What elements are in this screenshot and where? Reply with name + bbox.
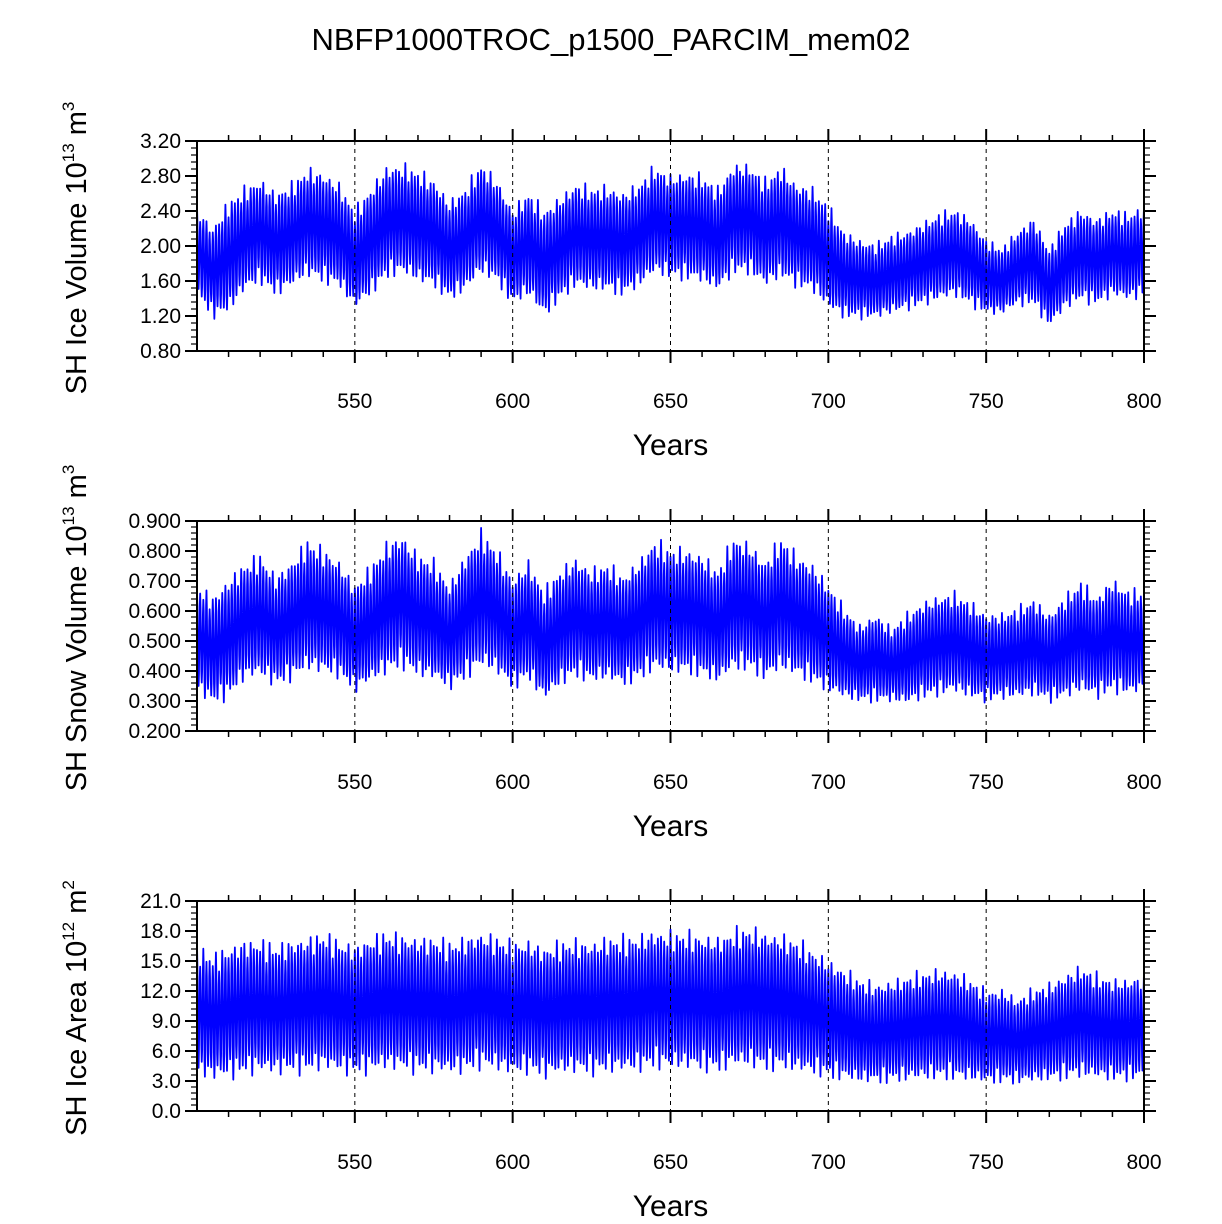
- y-tick-label: 0.900: [128, 510, 181, 533]
- y-label-exponent: 13: [59, 506, 78, 525]
- y-tick-label: 1.20: [140, 305, 181, 328]
- x-tick-label: 550: [337, 390, 372, 413]
- y-tick-label: 0.600: [128, 600, 181, 623]
- y-label-unit: m: [61, 111, 93, 143]
- y-tick-label: 3.0: [152, 1070, 181, 1093]
- x-tick-label: 750: [969, 1151, 1004, 1174]
- y-tick-label: 1.60: [140, 270, 181, 293]
- y-tick-label: 12.0: [140, 980, 181, 1003]
- x-tick-label: 800: [1126, 390, 1161, 413]
- y-label-unit-exponent: 2: [59, 880, 78, 889]
- y-label-exponent: 13: [59, 143, 78, 162]
- y-tick-label: 3.20: [140, 130, 181, 153]
- y-tick-label: 0.500: [128, 630, 181, 653]
- y-tick-label: 0.300: [128, 690, 181, 713]
- x-tick-label: 600: [495, 1151, 530, 1174]
- y-tick-label: 0.80: [140, 340, 181, 363]
- x-axis-label: Years: [633, 1190, 709, 1223]
- y-tick-label: 15.0: [140, 950, 181, 973]
- panels: 0.80 1.20 1.60 2.00 2.40 2.80 3.20 550 600 650 700…: [59, 102, 1162, 1223]
- y-label-base: SH Ice Area 10: [61, 941, 93, 1136]
- y-label-unit: m: [61, 474, 93, 506]
- y-tick-label: 9.0: [152, 1010, 181, 1033]
- y-label-base: SH Ice Volume 10: [61, 162, 93, 394]
- series-line: [196, 162, 1145, 323]
- figure-title: NBFP1000TROC_p1500_PARCIM_mem02: [311, 22, 910, 57]
- chart-panel-3: 0.0 3.0 6.0 9.0 12.0 15.0 18.0 21.0 550 600 650 700…: [59, 880, 1162, 1223]
- y-label-exponent: 12: [59, 922, 78, 941]
- x-tick-label: 600: [495, 390, 530, 413]
- x-tick-label: 800: [1126, 1151, 1161, 1174]
- x-tick-label: 750: [969, 771, 1004, 794]
- x-tick-label: 600: [495, 771, 530, 794]
- x-tick-label: 700: [811, 771, 846, 794]
- x-tick-label: 550: [337, 1151, 372, 1174]
- x-tick-label: 650: [653, 1151, 688, 1174]
- chart-panel-1: 0.80 1.20 1.60 2.00 2.40 2.80 3.20 550 600 650 700…: [59, 102, 1162, 462]
- chart-panel-2: 0.200 0.300 0.400 0.500 0.600 0.700 0.800 0.900…: [59, 465, 1162, 843]
- y-tick-label: 18.0: [140, 920, 181, 943]
- y-tick-label: 2.40: [140, 200, 181, 223]
- x-tick-label: 700: [811, 390, 846, 413]
- y-tick-label: 0.800: [128, 540, 181, 563]
- y-tick-label: 2.00: [140, 235, 181, 258]
- x-axis-label: Years: [633, 810, 709, 843]
- y-tick-label: 6.0: [152, 1040, 181, 1063]
- x-tick-label: 650: [653, 390, 688, 413]
- y-axis-label: SH Snow Volume 1013 m3: [59, 465, 93, 792]
- y-tick-label: 0.700: [128, 570, 181, 593]
- y-label-unit: m: [61, 890, 93, 922]
- y-label-unit-exponent: 3: [59, 102, 78, 111]
- x-axis-label: Years: [633, 429, 709, 462]
- y-axis-label: SH Ice Volume 1013 m3: [59, 102, 93, 395]
- x-tick-label: 750: [969, 390, 1004, 413]
- y-label-base: SH Snow Volume 10: [61, 525, 93, 791]
- x-tick-label: 550: [337, 771, 372, 794]
- x-tick-label: 650: [653, 771, 688, 794]
- x-tick-label: 700: [811, 1151, 846, 1174]
- y-tick-label: 2.80: [140, 165, 181, 188]
- y-tick-label: 0.200: [128, 720, 181, 743]
- y-tick-label: 0.400: [128, 660, 181, 683]
- y-tick-label: 21.0: [140, 890, 181, 913]
- x-tick-label: 800: [1126, 771, 1161, 794]
- y-label-unit-exponent: 3: [59, 465, 78, 474]
- y-axis-label: SH Ice Area 1012 m2: [59, 880, 93, 1136]
- y-tick-label: 0.0: [152, 1100, 181, 1123]
